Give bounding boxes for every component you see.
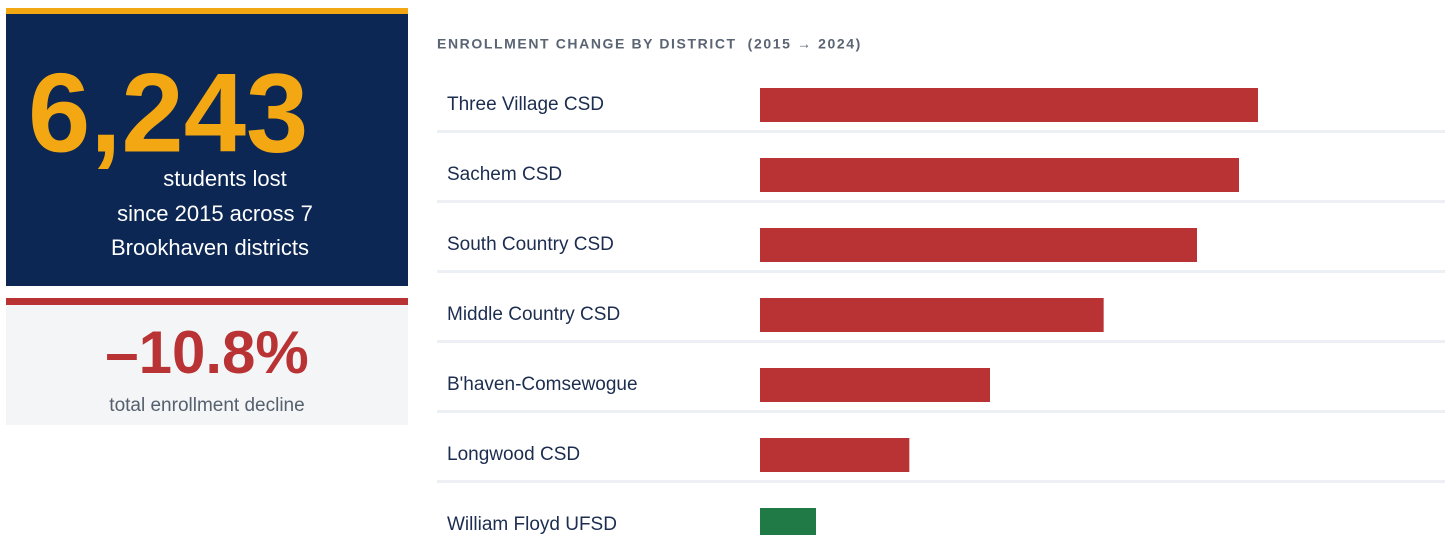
category-label: Longwood CSD (447, 444, 580, 465)
category-label: William Floyd UFSD (447, 514, 617, 535)
percent-panel (6, 298, 408, 425)
row-separator (437, 200, 1445, 203)
bar (760, 228, 1197, 262)
kpi-caption: since 2015 across 7 (117, 201, 313, 226)
bar (760, 368, 990, 402)
category-label: Middle Country CSD (447, 304, 620, 325)
kpi-stripe (6, 8, 408, 14)
bar (760, 508, 816, 535)
bar (760, 298, 1104, 332)
kpi-panel (6, 8, 408, 286)
bar (760, 438, 910, 472)
chart-title: ENROLLMENT CHANGE BY DISTRICT (2015 → 20… (437, 36, 862, 52)
bar (760, 158, 1239, 192)
kpi-caption: students lost (163, 166, 287, 191)
kpi-caption: Brookhaven districts (111, 235, 309, 260)
row-separator (437, 340, 1445, 343)
row-separator (437, 410, 1445, 413)
percent-stripe (6, 298, 408, 305)
category-label: B'haven-Comsewogue (447, 374, 638, 395)
percent-value: –10.8% (105, 319, 309, 386)
category-label: Three Village CSD (447, 94, 604, 115)
row-separator (437, 270, 1445, 273)
row-separator (437, 130, 1445, 133)
percent-caption: total enrollment decline (109, 395, 304, 416)
kpi-number: 6,243 (28, 51, 308, 176)
category-label: South Country CSD (447, 234, 614, 255)
row-separator (437, 480, 1445, 483)
category-label: Sachem CSD (447, 164, 562, 185)
bar (760, 88, 1258, 122)
